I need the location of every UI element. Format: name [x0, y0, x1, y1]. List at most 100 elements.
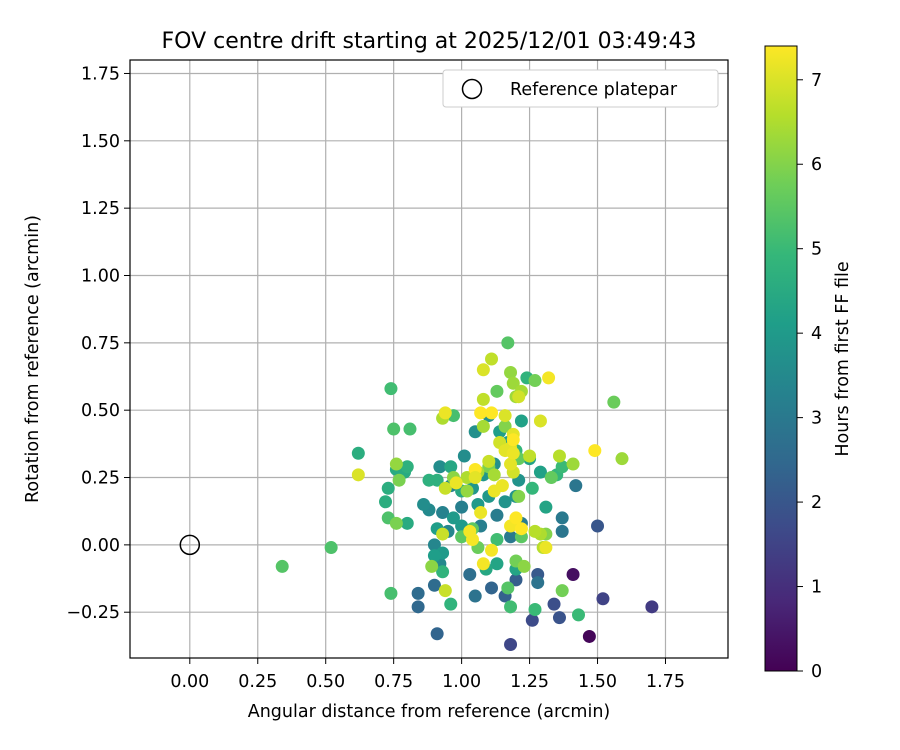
data-point: [591, 519, 605, 533]
data-point: [501, 336, 515, 350]
y-tick-label: 0.50: [81, 401, 120, 421]
x-tick-label: 1.75: [646, 672, 685, 692]
colorbar-tick-label: 6: [811, 155, 822, 175]
data-point: [487, 468, 501, 482]
data-point: [555, 460, 569, 474]
data-point: [275, 559, 289, 573]
data-point: [465, 532, 479, 546]
data-point: [417, 497, 431, 511]
data-point: [552, 611, 566, 625]
data-point: [411, 586, 425, 600]
data-point: [506, 376, 520, 390]
data-point: [490, 557, 504, 571]
colorbar-tick-label: 0: [811, 662, 822, 682]
colorbar-tick-label: 4: [811, 324, 822, 344]
data-point: [427, 549, 441, 563]
colorbar-tick-label: 1: [811, 578, 822, 598]
data-point: [504, 638, 518, 652]
data-point: [514, 414, 528, 428]
data-point: [433, 460, 447, 474]
data-point: [389, 457, 403, 471]
legend-box: [442, 69, 719, 108]
data-point: [539, 541, 553, 555]
legend-marker-hollow-circle: [461, 78, 483, 100]
x-tick-label: 1.25: [510, 672, 549, 692]
data-point: [474, 506, 488, 520]
y-tick-label: 1.75: [81, 64, 120, 84]
data-point: [525, 613, 539, 627]
data-points: [275, 336, 659, 652]
data-point: [525, 481, 539, 495]
data-point: [436, 506, 450, 520]
colorbar-tick-label: 2: [811, 493, 822, 513]
data-point: [476, 363, 490, 377]
colorbar-bar: [764, 45, 798, 672]
data-point: [400, 516, 414, 530]
data-point: [506, 446, 520, 460]
data-point: [379, 495, 393, 509]
data-point: [476, 392, 490, 406]
data-point: [528, 524, 542, 538]
data-point: [460, 484, 474, 498]
data-point: [490, 532, 504, 546]
data-point: [509, 573, 523, 587]
data-point: [523, 449, 537, 463]
data-point: [566, 567, 580, 581]
data-point: [572, 608, 585, 622]
data-point: [430, 627, 444, 641]
x-tick-label: 0.00: [170, 672, 209, 692]
x-tick-label: 0.50: [306, 672, 345, 692]
data-point: [430, 473, 444, 487]
data-point: [384, 586, 398, 600]
data-point: [389, 516, 403, 530]
y-tick-label: −0.25: [66, 603, 120, 623]
data-point: [533, 465, 547, 479]
data-point: [498, 495, 512, 509]
y-tick-label: 0.25: [81, 469, 120, 489]
x-axis-ticks: 0.00 0.25 0.50 0.75 1.00 1.25 1.50 1.75: [170, 658, 685, 692]
data-point: [324, 541, 338, 555]
reference-platepar-marker: [179, 534, 201, 556]
data-point: [544, 471, 558, 485]
data-point: [596, 592, 610, 606]
data-point: [514, 522, 528, 536]
data-point: [403, 422, 417, 436]
x-tick-label: 1.50: [578, 672, 617, 692]
colorbar-ticks: 0 1 2 3 4 5 6 7: [797, 71, 822, 682]
data-point: [411, 600, 425, 614]
data-point: [555, 524, 569, 538]
data-point: [501, 581, 515, 595]
y-tick-label: 0.75: [81, 334, 120, 354]
data-point: [490, 508, 504, 522]
plot-frame: [129, 59, 729, 659]
x-tick-label: 1.00: [442, 672, 481, 692]
data-point: [531, 576, 545, 590]
data-point: [438, 584, 452, 598]
data-point: [533, 414, 547, 428]
data-point: [542, 371, 556, 385]
data-point: [504, 457, 518, 471]
data-point: [400, 460, 414, 474]
y-axis-label: Rotation from reference (arcmin): [23, 215, 43, 503]
data-point: [566, 457, 580, 471]
data-point: [512, 390, 526, 404]
data-point: [607, 395, 621, 409]
data-point: [351, 468, 365, 482]
data-point: [438, 481, 452, 495]
data-point: [485, 352, 499, 366]
data-point: [569, 479, 583, 493]
data-point: [381, 481, 395, 495]
data-point: [504, 530, 518, 544]
data-point: [615, 452, 629, 466]
data-point: [528, 374, 542, 388]
data-point: [446, 511, 460, 525]
grid-lines: [130, 60, 728, 658]
y-tick-label: 1.25: [81, 199, 120, 219]
legend-label: Reference platepar: [510, 80, 678, 100]
colorbar-label: Hours from first FF file: [833, 261, 853, 456]
data-point: [498, 409, 512, 423]
data-point: [476, 557, 490, 571]
data-point: [485, 543, 499, 557]
y-tick-label: 1.00: [81, 266, 120, 286]
data-point: [444, 597, 458, 611]
